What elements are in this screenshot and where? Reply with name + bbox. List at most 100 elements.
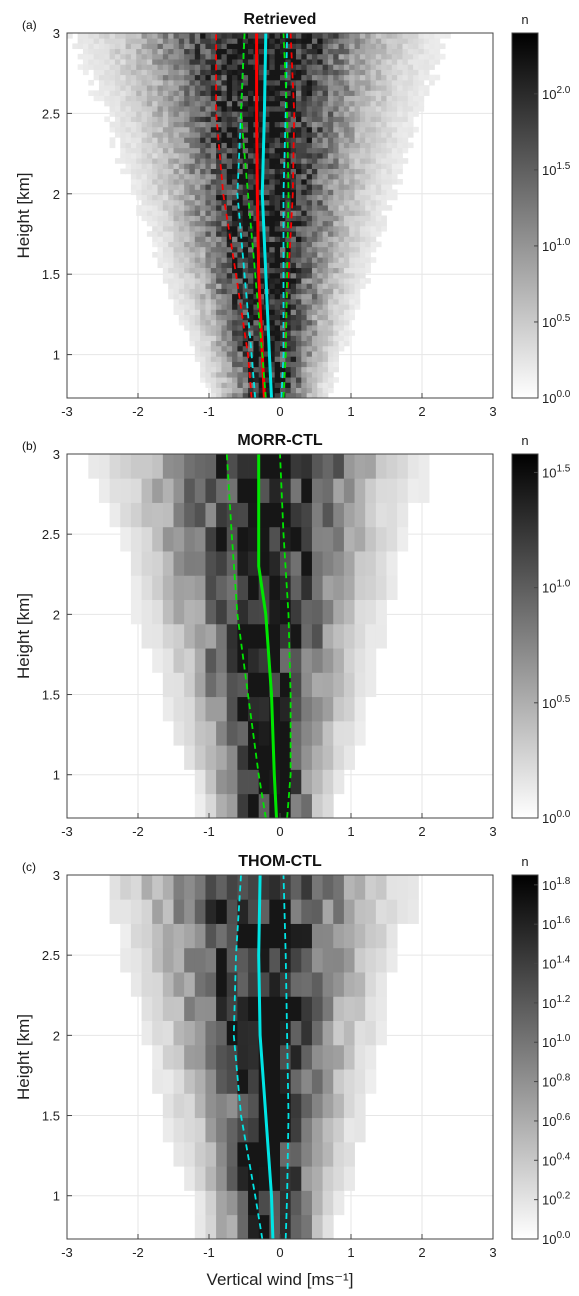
heatmap-cell xyxy=(311,330,318,336)
heatmap-cell xyxy=(317,168,323,175)
heatmap-cell xyxy=(285,168,292,175)
heatmap-cell xyxy=(242,43,249,50)
heatmap-cell xyxy=(269,672,281,698)
heatmap-cell xyxy=(290,340,297,347)
heatmap-cell xyxy=(141,100,148,107)
heatmap-cell xyxy=(205,648,217,673)
heatmap-cell xyxy=(295,387,302,394)
heatmap-cell xyxy=(349,53,355,60)
heatmap-cell xyxy=(226,309,233,315)
heatmap-cell xyxy=(237,309,244,315)
heatmap-cell xyxy=(168,59,174,65)
heatmap-cell xyxy=(232,220,238,227)
heatmap-cell xyxy=(162,184,169,190)
heatmap-cell xyxy=(381,189,387,196)
heatmap-cell xyxy=(370,48,377,55)
heatmap-cell xyxy=(285,361,292,368)
heatmap-cell xyxy=(370,179,377,185)
heatmap-cell xyxy=(274,356,281,362)
heatmap-cell xyxy=(269,648,281,673)
heatmap-cell xyxy=(146,59,153,65)
heatmap-cell xyxy=(375,64,382,70)
heatmap-cell xyxy=(242,392,249,399)
heatmap-cell xyxy=(173,43,180,50)
heatmap-cell xyxy=(317,53,323,60)
heatmap-cell xyxy=(295,142,302,149)
heatmap-cell xyxy=(168,205,174,211)
heatmap-cell xyxy=(232,392,238,399)
heatmap-cell xyxy=(114,85,121,91)
heatmap-cell xyxy=(322,330,329,336)
heatmap-cell xyxy=(194,278,201,284)
heatmap-cell xyxy=(327,69,334,76)
heatmap-cell xyxy=(205,720,217,746)
heatmap-cell xyxy=(200,100,206,107)
heatmap-cell xyxy=(333,319,339,326)
heatmap-cell xyxy=(157,132,164,138)
heatmap-cell xyxy=(402,33,409,39)
heatmap-cell xyxy=(349,179,355,185)
heatmap-cell xyxy=(338,79,345,86)
heatmap-cell xyxy=(152,1020,164,1046)
heatmap-cell xyxy=(200,106,206,112)
heatmap-cell xyxy=(317,100,323,107)
heatmap-cell xyxy=(402,69,409,76)
heatmap-cell xyxy=(120,74,126,81)
heatmap-cell xyxy=(301,575,313,600)
heatmap-cell xyxy=(349,85,355,91)
x-tick-label: -1 xyxy=(203,824,215,839)
heatmap-cell xyxy=(248,33,254,39)
heatmap-cell xyxy=(343,121,350,128)
colorbar-tick-label: 100.5 xyxy=(542,694,571,711)
heatmap-cell xyxy=(152,33,158,39)
panel-label: (c) xyxy=(22,860,36,874)
heatmap-cell xyxy=(317,309,323,315)
heatmap-cell xyxy=(274,215,281,222)
heatmap-cell xyxy=(349,231,355,237)
heatmap-cell xyxy=(407,79,414,86)
heatmap-cell xyxy=(237,236,244,242)
heatmap-cell xyxy=(258,1020,270,1046)
heatmap-cell xyxy=(274,106,281,112)
heatmap-cell xyxy=(269,126,276,133)
heatmap-cell xyxy=(157,142,164,149)
heatmap-cell xyxy=(349,267,355,274)
heatmap-cell xyxy=(338,236,345,242)
heatmap-cell xyxy=(242,309,249,315)
heatmap-cell xyxy=(173,1020,185,1046)
heatmap-cell xyxy=(311,899,323,924)
heatmap-cell xyxy=(290,246,297,253)
heatmap-cell xyxy=(162,85,169,91)
heatmap-cell xyxy=(237,257,244,263)
heatmap-cell xyxy=(226,158,233,164)
heatmap-cell xyxy=(359,126,366,133)
heatmap-cell xyxy=(365,599,377,625)
heatmap-cell xyxy=(311,502,323,528)
heatmap-cell xyxy=(82,33,89,39)
heatmap-cell xyxy=(232,210,238,216)
heatmap-cell xyxy=(200,59,206,65)
heatmap-cell xyxy=(280,623,292,649)
heatmap-cell xyxy=(381,173,387,180)
heatmap-cell xyxy=(274,142,281,149)
heatmap-cell xyxy=(221,366,228,373)
heatmap-cell xyxy=(226,288,233,295)
heatmap-cell xyxy=(210,173,217,180)
heatmap-cell xyxy=(280,575,292,600)
heatmap-cell xyxy=(280,152,286,159)
heatmap-cell xyxy=(306,179,313,185)
heatmap-cell xyxy=(269,345,276,352)
heatmap-cell xyxy=(210,184,217,190)
heatmap-cell xyxy=(194,330,201,336)
heatmap-cell xyxy=(221,262,228,269)
heatmap-cell xyxy=(210,33,217,39)
heatmap-cell xyxy=(381,64,387,70)
heatmap-cell xyxy=(285,64,292,70)
heatmap-cell xyxy=(317,304,323,310)
heatmap-cell xyxy=(194,875,206,900)
heatmap-cell xyxy=(152,69,158,76)
heatmap-cell xyxy=(365,121,371,128)
heatmap-cell xyxy=(194,1020,206,1046)
heatmap-cell xyxy=(178,33,185,39)
heatmap-cell xyxy=(274,252,281,258)
